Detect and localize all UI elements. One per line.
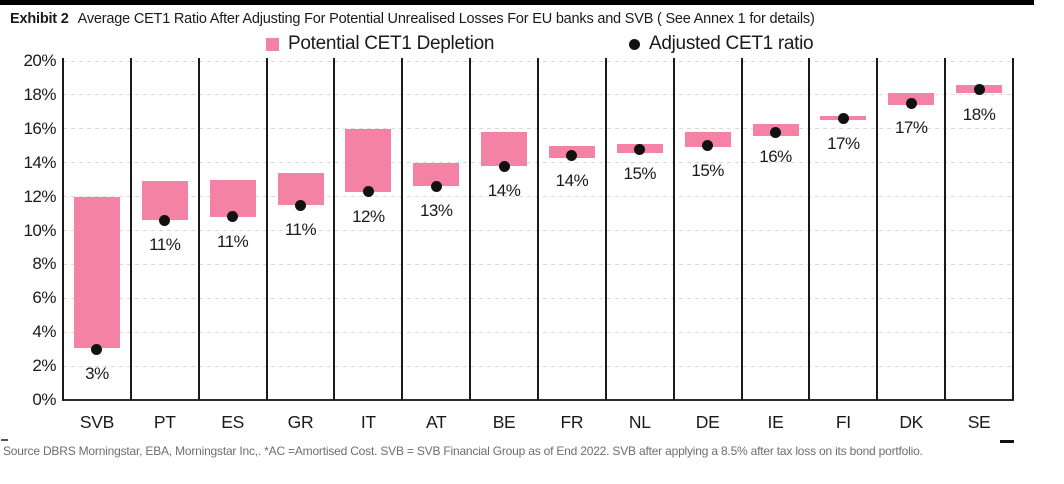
value-label-PT: 11% <box>149 235 181 255</box>
category-label-SVB: SVB <box>79 412 114 432</box>
category-label-GR: GR <box>287 412 314 432</box>
y-tick-label: 4% <box>32 322 56 342</box>
column-divider <box>944 58 947 400</box>
value-label-DE: 15% <box>691 160 724 180</box>
column-divider <box>469 58 472 400</box>
y-tick-label: 18% <box>23 84 56 104</box>
column-divider <box>197 58 200 400</box>
column-divider <box>604 58 607 400</box>
legend-item-adjusted: Adjusted CET1 ratio <box>629 33 814 55</box>
adjusted-ratio-dot-NL <box>634 143 646 155</box>
legend-item-depletion: Potential CET1 Depletion <box>266 33 494 55</box>
y-tick-label: 2% <box>32 356 56 376</box>
y-tick-label: 10% <box>23 220 56 240</box>
y-tick-label: 16% <box>23 118 56 138</box>
adjusted-ratio-dot-SVB <box>91 343 103 355</box>
column-divider <box>672 58 675 400</box>
depletion-bar-ES <box>209 179 256 217</box>
category-label-FI: FI <box>835 412 851 432</box>
value-label-SVB: 3% <box>85 364 109 384</box>
legend-label: Potential CET1 Depletion <box>288 33 495 54</box>
category-label-PT: PT <box>153 412 176 432</box>
category-label-AT: AT <box>425 412 447 432</box>
adjusted-ratio-dot-DK <box>905 97 917 109</box>
source-note: Source DBRS Morningstar, EBA, Morningsta… <box>3 444 923 458</box>
adjusted-ratio-dot-BE <box>498 160 510 172</box>
depletion-bar-PT <box>141 181 188 221</box>
value-label-DK: 17% <box>894 118 928 138</box>
column-divider <box>740 58 743 400</box>
adjusted-ratio-dot-PT <box>159 214 171 226</box>
value-label-IT: 12% <box>352 206 385 226</box>
adjusted-ratio-dot-FI <box>837 113 849 125</box>
column-divider <box>401 58 404 400</box>
column-divider <box>333 58 336 400</box>
y-tick-label: 20% <box>23 51 56 70</box>
depletion-bar-BE <box>481 132 528 167</box>
adjusted-ratio-dot-GR <box>295 199 306 211</box>
y-tick-label: 8% <box>32 254 56 274</box>
category-label-IT: IT <box>360 412 376 432</box>
adjusted-ratio-dot-ES <box>227 211 239 223</box>
x-axis-line <box>62 399 1014 401</box>
column-divider <box>129 58 132 400</box>
category-label-FR: FR <box>560 412 584 432</box>
chart-title-text: Average CET1 Ratio After Adjusting For P… <box>77 11 815 27</box>
chart-title: Exhibit 2 Average CET1 Ratio After Adjust… <box>10 11 815 27</box>
value-label-FI: 17% <box>827 133 860 153</box>
adjusted-ratio-dot-DE <box>702 140 714 152</box>
value-label-GR: 11% <box>284 220 317 240</box>
category-label-SE: SE <box>967 412 991 432</box>
column-divider <box>808 58 811 400</box>
exhibit-number: Exhibit 2 <box>10 11 69 27</box>
page-mark-right <box>1000 440 1014 443</box>
adjusted-ratio-dot-AT <box>430 180 442 192</box>
value-label-NL: 15% <box>623 164 657 184</box>
column-divider <box>537 58 539 400</box>
column-divider <box>62 58 64 400</box>
value-label-SE: 18% <box>962 104 996 124</box>
category-label-IE: IE <box>767 412 784 432</box>
adjusted-ratio-dot-SE <box>973 84 985 96</box>
adjusted-ratio-dot-IT <box>362 186 374 197</box>
legend-label: Adjusted CET1 ratio <box>649 33 814 54</box>
y-tick-label: 14% <box>23 152 56 172</box>
category-label-ES: ES <box>221 412 245 432</box>
top-rule <box>0 0 1034 5</box>
adjusted-ratio-dot-FR <box>566 150 578 162</box>
column-divider <box>876 58 879 400</box>
depletion-bar-DE <box>684 132 731 148</box>
y-tick-label: 12% <box>23 186 56 206</box>
y-tick-label: 6% <box>32 288 56 308</box>
value-label-FR: 14% <box>555 170 589 190</box>
value-label-ES: 11% <box>217 231 249 251</box>
y-tick-label: 0% <box>32 390 56 409</box>
value-label-IE: 16% <box>759 147 792 167</box>
adjusted-legend-dot <box>629 38 640 50</box>
value-label-AT: 13% <box>419 201 453 221</box>
depletion-bar-IT <box>345 128 392 192</box>
category-label-BE: BE <box>492 412 516 432</box>
category-label-DK: DK <box>899 412 924 432</box>
adjusted-ratio-dot-IE <box>770 126 781 138</box>
depletion-legend-swatch <box>266 37 279 51</box>
depletion-bar-AT <box>413 162 460 187</box>
depletion-bar-SVB <box>73 196 120 349</box>
column-divider <box>1012 58 1014 400</box>
column-divider <box>265 58 268 400</box>
value-label-BE: 14% <box>487 181 521 201</box>
page-mark-left <box>1 439 8 441</box>
category-label-NL: NL <box>628 412 651 432</box>
category-label-DE: DE <box>695 412 720 432</box>
